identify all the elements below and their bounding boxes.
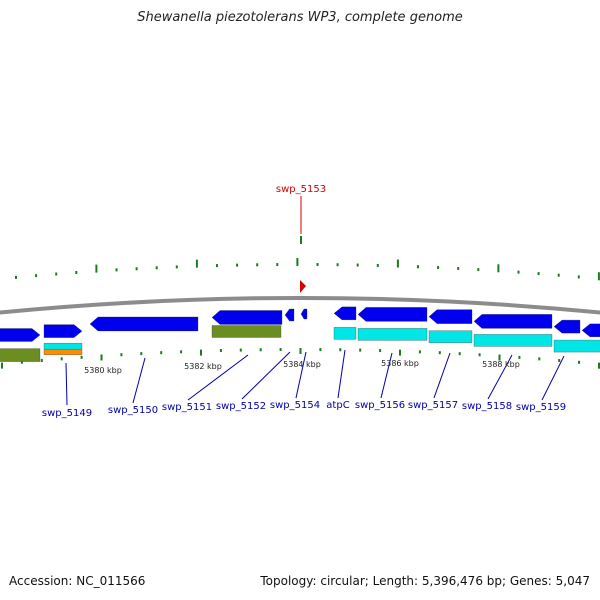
feature-block-cyan — [428, 330, 473, 343]
callout-line — [65, 362, 68, 406]
outer-ticks — [15, 258, 600, 281]
gene-label: swp_5154 — [270, 400, 320, 411]
backbone-arc — [0, 296, 600, 315]
gene-label: swp_5151 — [162, 402, 212, 413]
gene-arrow-reverse-strand — [211, 310, 283, 325]
gene-arrow-reverse-strand — [428, 309, 473, 324]
kbp-ruler: 5380 kbp 5382 kbp 5384 kbp 5386 kbp 5388 kbp — [84, 359, 520, 375]
gene-label: atpC — [326, 400, 349, 411]
gene-label: swp_5152 — [216, 401, 266, 412]
gene-arrow-reverse-strand — [357, 307, 428, 322]
accession-text: Accession: NC_011566 — [9, 574, 146, 588]
callout-line — [241, 351, 291, 400]
callout-line — [433, 352, 451, 399]
gene-label: swp_5158 — [462, 401, 512, 412]
gene-label: swp_5159 — [516, 402, 566, 413]
gene-arrow-reverse-strand — [89, 316, 199, 332]
feature-block-green — [211, 325, 282, 338]
gene-label: swp_5149 — [42, 408, 92, 419]
ruler-label: 5388 kbp — [482, 360, 520, 369]
ruler-label: 5382 kbp — [184, 362, 222, 371]
highlight-label: swp_5153 — [276, 184, 326, 195]
gene-arrow-forward — [43, 324, 83, 338]
gene-callouts: swp_5149 swp_5150 swp_5151 swp_5152 swp_5154… — [42, 349, 566, 419]
gene-arrow-reverse-strand — [553, 319, 581, 334]
callout-line — [487, 354, 513, 400]
ruler-label: 5386 kbp — [381, 359, 419, 368]
feature-block-cyan — [43, 343, 83, 350]
gene-arrow-forward — [0, 328, 41, 342]
gene-label: swp_5157 — [408, 400, 458, 411]
highlight-marker: swp_5153 — [276, 184, 326, 293]
ruler-label: 5380 kbp — [84, 366, 122, 375]
feature-block-green — [0, 348, 41, 362]
feature-block-cyan — [333, 327, 357, 340]
gene-label: swp_5156 — [355, 400, 405, 411]
gene-arrow-reverse-strand — [284, 308, 295, 322]
feature-block-cyan — [553, 339, 600, 353]
callout-line — [337, 349, 346, 399]
gene-arrow-reverse-strand — [300, 308, 308, 320]
gene-label: swp_5150 — [108, 405, 158, 416]
callout-line — [132, 357, 146, 404]
inner-ticks — [1, 348, 600, 369]
feature-track — [0, 306, 600, 362]
gene-arrow-reverse-strand — [333, 306, 357, 320]
topology-text: Topology: circular; Length: 5,396,476 bp… — [260, 574, 590, 588]
callout-line — [187, 354, 249, 401]
gene-arrow-reverse-strand — [473, 314, 553, 329]
callout-line — [380, 352, 393, 399]
feature-block-orange — [43, 349, 83, 355]
gene-arrow-reverse-strand — [581, 323, 600, 337]
map-title: Shewanella piezotolerans WP3, complete g… — [137, 10, 463, 25]
feature-block-cyan — [357, 328, 428, 341]
highlight-arrow — [300, 280, 306, 293]
feature-block-cyan — [473, 334, 553, 347]
ruler-label: 5384 kbp — [283, 360, 321, 369]
callout-line — [295, 351, 307, 399]
callout-line — [541, 355, 565, 401]
